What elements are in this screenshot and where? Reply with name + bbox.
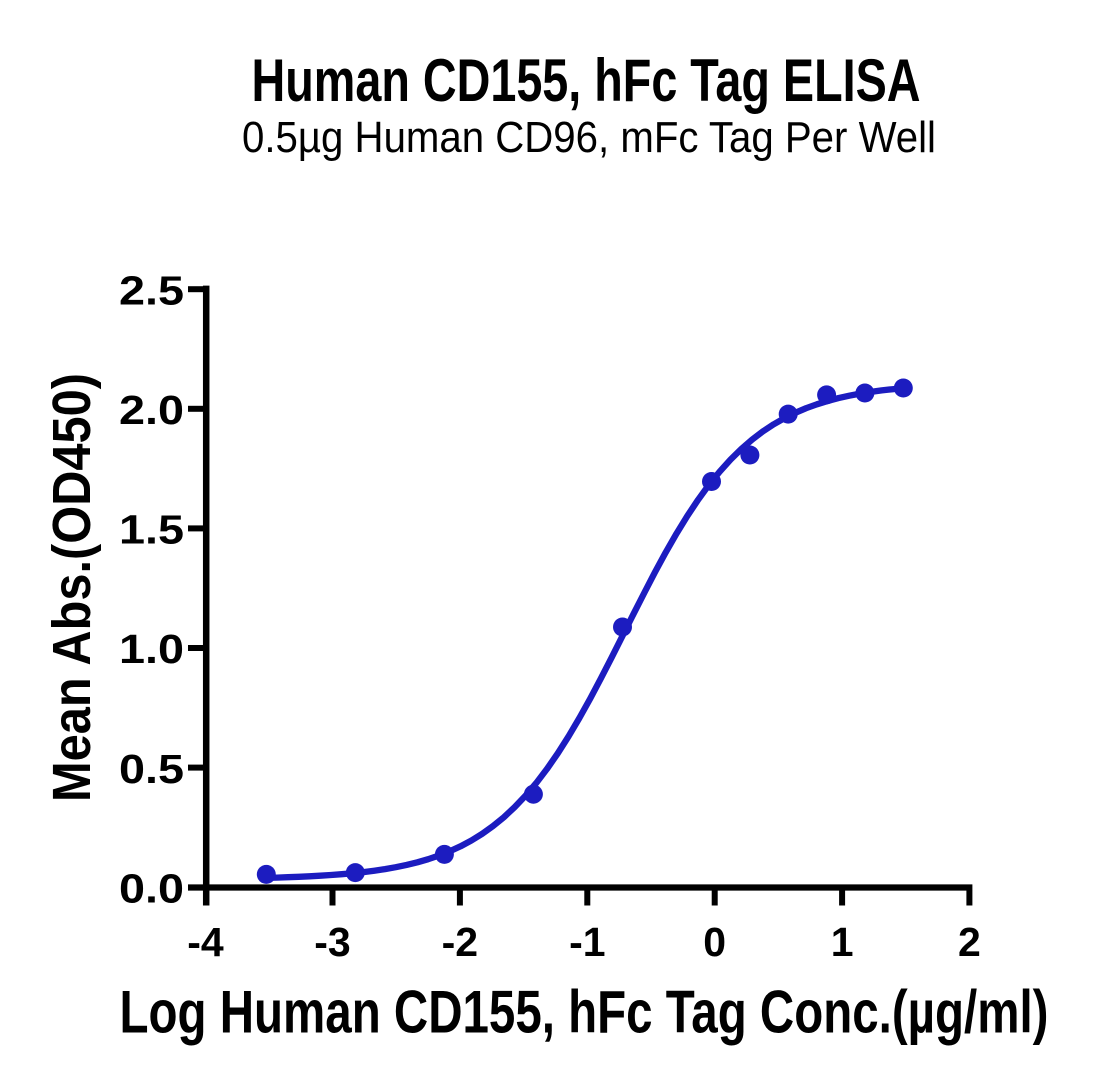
svg-text:0.5: 0.5 — [119, 746, 184, 792]
svg-text:Log Human CD155, hFc Tag Conc.: Log Human CD155, hFc Tag Conc.(µg/ml) — [120, 978, 1049, 1045]
svg-text:2: 2 — [958, 919, 981, 965]
svg-text:0: 0 — [703, 919, 726, 965]
svg-text:Human CD155, hFc Tag ELISA: Human CD155, hFc Tag ELISA — [252, 47, 921, 114]
svg-text:-3: -3 — [314, 919, 350, 965]
svg-text:-4: -4 — [187, 919, 224, 965]
svg-text:-1: -1 — [569, 919, 605, 965]
svg-text:1.5: 1.5 — [119, 507, 184, 553]
svg-text:2.0: 2.0 — [119, 387, 184, 433]
svg-text:Mean Abs.(OD450): Mean Abs.(OD450) — [43, 373, 102, 802]
svg-text:2.5: 2.5 — [119, 267, 184, 313]
svg-text:-2: -2 — [442, 919, 478, 965]
svg-text:0.0: 0.0 — [119, 865, 184, 911]
svg-text:1: 1 — [831, 919, 854, 965]
svg-text:0.5µg Human CD96, mFc Tag Per: 0.5µg Human CD96, mFc Tag Per Well — [242, 114, 936, 162]
svg-text:1.0: 1.0 — [119, 626, 184, 672]
